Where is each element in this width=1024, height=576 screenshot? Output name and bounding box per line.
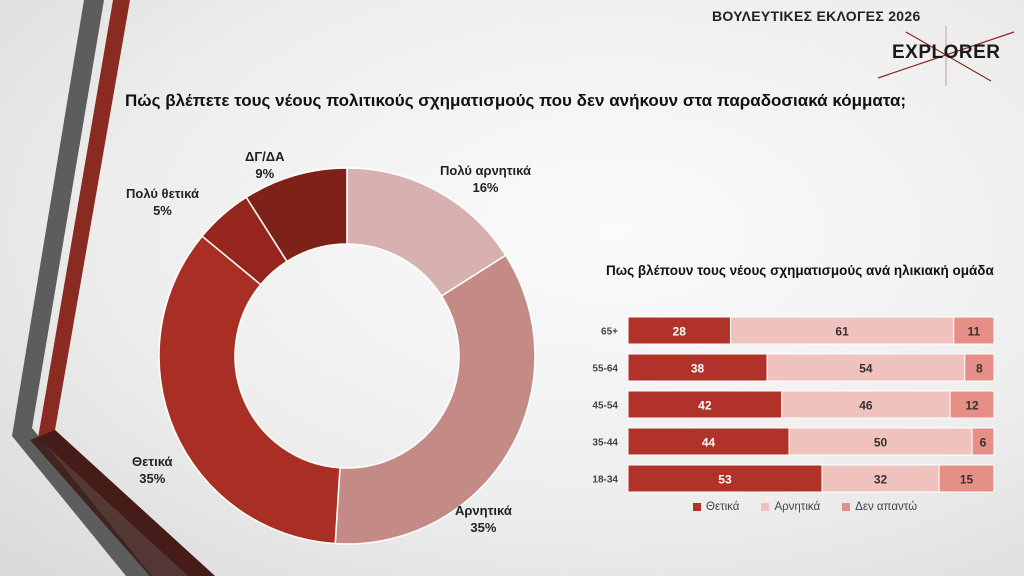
bar-segment-0: [627, 353, 768, 382]
donut-slice-2: [158, 235, 341, 545]
gray-ribbon: [12, 0, 152, 576]
legend-item-positive: Θετικά: [693, 501, 739, 513]
bar-value-label: 15: [960, 473, 974, 487]
bar-category-label: 35-44: [592, 438, 618, 449]
bar-segment-0: [627, 464, 823, 493]
legend-label-negative: Αρνητικά: [774, 501, 821, 513]
bar-value-label: 54: [859, 362, 873, 376]
slice-label-very-positive: Πολύ θετικά 5%: [126, 186, 199, 218]
legend-swatch-no-answer: [842, 503, 851, 511]
legend-item-no-answer: Δεν απαντώ: [842, 501, 917, 513]
donut-slice-1: [334, 254, 536, 545]
slice-label-positive: Θετικά 35%: [132, 454, 173, 486]
bar-value-label: 8: [976, 362, 983, 376]
bar-chart-title: Πως βλέπουν τους νέους σχηματισμούς ανά …: [606, 263, 994, 278]
compass-star-icon: [877, 26, 1015, 86]
bar-category-label: 55-64: [592, 364, 618, 375]
slice-label-very-negative: Πολύ αρνητικά 16%: [440, 163, 531, 195]
bar-value-label: 6: [980, 436, 987, 450]
bar-value-label: 28: [673, 325, 687, 339]
bar-value-label: 44: [702, 436, 716, 450]
bar-segment-1: [781, 390, 951, 419]
bar-segment-2: [938, 464, 995, 493]
slice-label-dk: ΔΓ/ΔΑ 9%: [245, 149, 285, 181]
legend-label-positive: Θετικά: [706, 501, 740, 513]
bar-value-label: 11: [968, 325, 981, 339]
bar-legend: Θετικά Αρνητικά Δεν απαντώ: [693, 501, 917, 513]
legend-swatch-positive: [693, 503, 701, 511]
bar-value-label: 38: [691, 362, 705, 376]
bar-segment-2: [964, 353, 995, 382]
red-ribbon: [38, 0, 215, 576]
bar-segment-1: [766, 353, 966, 382]
bar-value-label: 42: [698, 399, 712, 413]
stacked-bar-chart: 65+ 28 61 11 55-64 38 54 8 45-54 42 46 12 35-44 44 50 6…: [592, 316, 995, 493]
donut-slice-4: [245, 167, 348, 263]
bar-value-label: 32: [874, 473, 888, 487]
bar-value-label: 46: [859, 399, 873, 413]
bar-category-label: 65+: [601, 327, 618, 338]
header-title: ΒΟΥΛΕΥΤΙΚΕΣ ΕΚΛΟΓΕΣ 2026: [712, 8, 921, 24]
bar-segment-2: [953, 316, 995, 345]
bar-value-label: 50: [874, 436, 888, 450]
bar-segment-0: [627, 316, 731, 345]
dark-red-shadow: [30, 430, 215, 576]
legend-label-no-answer: Δεν απαντώ: [855, 501, 918, 513]
bar-value-label: 53: [718, 473, 732, 487]
bar-segment-1: [821, 464, 940, 493]
legend-item-negative: Αρνητικά: [761, 501, 820, 513]
bar-value-label: 12: [965, 399, 979, 413]
bar-category-label: 18-34: [592, 475, 618, 486]
explorer-logo: EXPLORER: [876, 26, 1016, 86]
bar-segment-2: [971, 427, 995, 456]
slice-label-negative: Αρνητικά 35%: [455, 503, 512, 535]
bar-value-label: 61: [835, 325, 849, 339]
logo-text: EXPLORER: [892, 42, 1001, 63]
bar-segment-1: [729, 316, 955, 345]
bar-segment-2: [949, 390, 995, 419]
legend-swatch-negative: [761, 503, 770, 511]
bar-segment-0: [627, 427, 790, 456]
bar-category-label: 45-54: [592, 401, 618, 412]
donut-chart: [158, 167, 536, 545]
survey-question: Πώς βλέπετε τους νέους πολιτικούς σχηματ…: [125, 91, 907, 110]
